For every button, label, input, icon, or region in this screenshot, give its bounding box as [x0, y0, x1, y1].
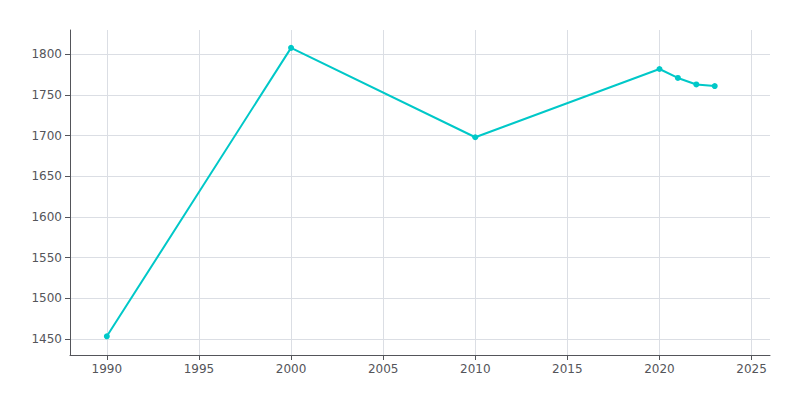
svg-text:1450: 1450 [31, 332, 62, 346]
svg-text:1700: 1700 [31, 129, 62, 143]
svg-text:2010: 2010 [460, 362, 491, 376]
svg-text:2015: 2015 [552, 362, 583, 376]
svg-text:1600: 1600 [31, 210, 62, 224]
svg-text:1500: 1500 [31, 291, 62, 305]
svg-text:2020: 2020 [644, 362, 675, 376]
svg-text:1750: 1750 [31, 88, 62, 102]
svg-text:1990: 1990 [92, 362, 123, 376]
svg-text:1800: 1800 [31, 47, 62, 61]
svg-text:1550: 1550 [31, 251, 62, 265]
svg-text:2005: 2005 [368, 362, 399, 376]
svg-text:2000: 2000 [276, 362, 307, 376]
svg-text:1995: 1995 [184, 362, 215, 376]
svg-text:1650: 1650 [31, 169, 62, 183]
svg-text:2025: 2025 [736, 362, 767, 376]
